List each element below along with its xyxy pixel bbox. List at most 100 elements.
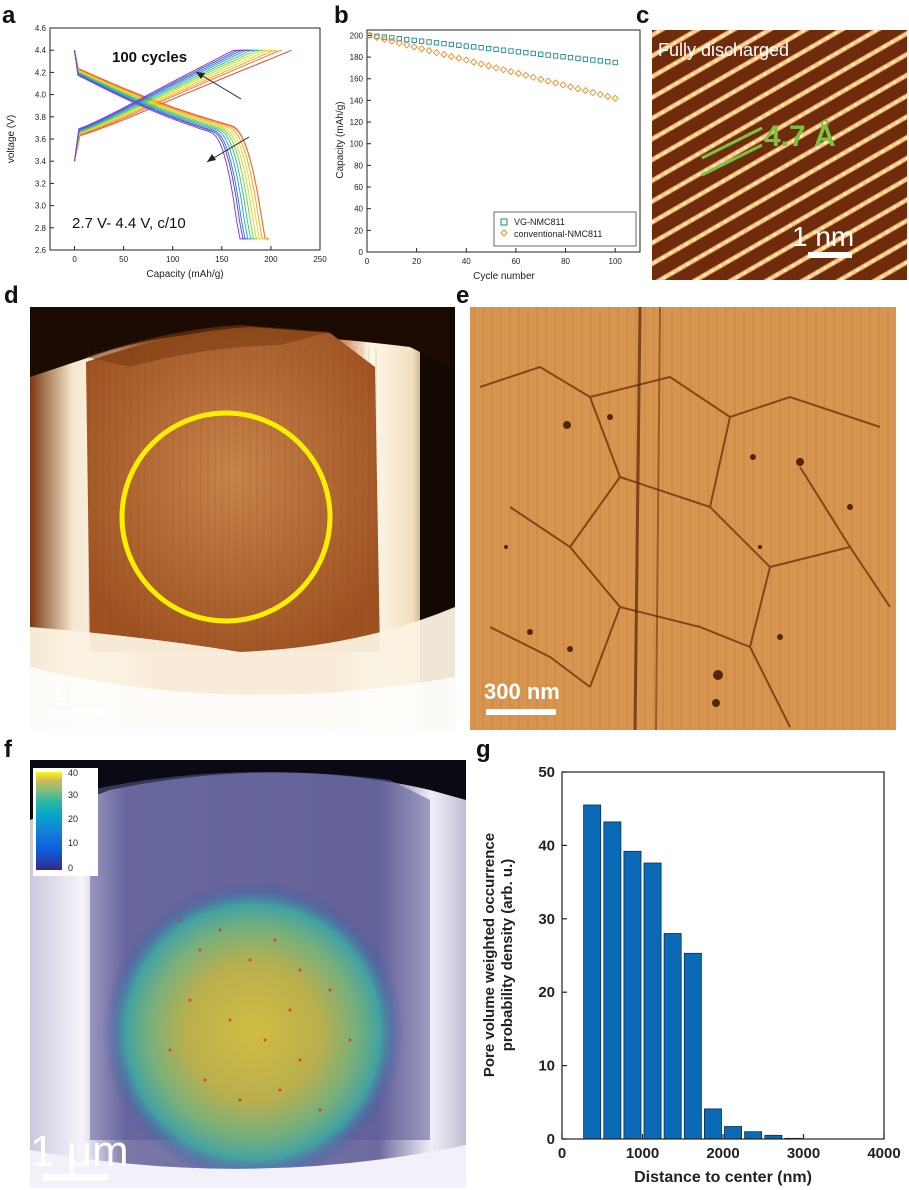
point-vg	[485, 45, 492, 52]
point-conventional	[462, 56, 470, 64]
point-conventional	[380, 35, 389, 43]
charge-curve-7	[74, 49, 260, 162]
x-tick-label-a: 200	[264, 255, 278, 264]
colorbar-tick-40: 40	[68, 768, 78, 778]
x-tick-label-g: 2000	[706, 1145, 739, 1162]
point-vg	[530, 50, 536, 57]
particle-top-shadow-d	[86, 325, 330, 367]
panel-label-b: b	[334, 2, 349, 29]
discharge-curve-1	[74, 50, 269, 240]
charge-curve-5	[74, 49, 267, 162]
panel-label-a: a	[2, 2, 16, 29]
charge-curve-8	[74, 49, 256, 162]
point-vg	[552, 53, 559, 59]
panel-label-c: c	[636, 2, 650, 29]
x-tick-label-a: 50	[119, 255, 128, 264]
panel-label-g: g	[476, 736, 491, 763]
legend-b: VG-NMC811 conventional-NMC811	[493, 211, 637, 247]
point-vg	[605, 59, 611, 65]
x-tick-label-b: 20	[412, 257, 421, 266]
legend-label-vg: VG-NMC811	[514, 217, 565, 227]
bar-1875	[703, 1108, 722, 1140]
colorbar-tick-30: 30	[68, 790, 78, 800]
chart-b: 0 20 40 60 80 100020406080100120140160180200 …	[335, 29, 641, 282]
x-axis-label-g: Distance to center (nm)	[634, 1169, 812, 1186]
scalebar-label-d: 1 μm	[52, 679, 101, 704]
y-tick-label-b: 100	[350, 140, 364, 149]
point-vg	[478, 45, 484, 51]
charge-curve-11	[74, 49, 247, 162]
point-vg	[366, 32, 373, 39]
y-axis-label-b: Capacity (mAh/g)	[335, 101, 346, 178]
legend-marker-vg	[500, 218, 508, 226]
y-tick-label-b: 180	[350, 53, 364, 62]
lattice-image-c: Fully discharged 4.7 Å 1 nm	[652, 30, 907, 280]
x-tick-label-g: 4000	[867, 1145, 900, 1162]
y-tick-label-b: 140	[350, 96, 364, 105]
lattice-marker-line-1	[701, 126, 763, 160]
point-conventional	[551, 79, 560, 87]
sem-top-dark-d	[30, 307, 450, 377]
point-conventional	[559, 81, 567, 89]
pores-e	[504, 414, 853, 707]
point-vg	[545, 52, 551, 58]
y-tick-label-g: 30	[538, 911, 555, 928]
density-heatmap-f	[103, 882, 403, 1182]
y-tick-label-g: 40	[538, 837, 555, 854]
x-tick-label-a: 250	[313, 255, 327, 264]
point-vg	[612, 59, 618, 66]
x-tick-label-g: 1000	[626, 1145, 659, 1162]
y-tick-label-g: 0	[547, 1131, 555, 1148]
discharge-curve-5	[74, 50, 261, 240]
scalebar-f	[42, 1174, 108, 1181]
overlay-bottom-bright-f	[30, 1145, 466, 1188]
charge-curve-9	[74, 49, 253, 162]
x-tick-label-b: 40	[462, 257, 471, 266]
y-tick-label-b: 160	[350, 75, 364, 84]
point-conventional	[447, 52, 456, 60]
point-conventional	[589, 88, 597, 97]
point-vg	[575, 55, 581, 62]
discharge-curve-9	[74, 50, 249, 240]
point-conventional	[410, 43, 418, 51]
discharge-curve-7	[74, 50, 255, 240]
lattice-fringes	[652, 30, 907, 280]
y-axis-label-g-line1: Pore volume weighted occurrence	[481, 833, 498, 1077]
x-tick-label-g: 0	[558, 1145, 566, 1162]
y-tick-label-g: 20	[538, 984, 555, 1001]
bar-1125	[643, 862, 662, 1140]
discharge-curve-4	[74, 50, 264, 240]
y-tick-label-a: 3.6	[35, 135, 47, 144]
milling-stripes-e	[470, 307, 896, 730]
y-tick-label-a: 2.6	[35, 246, 47, 255]
y-tick-label-b: 20	[354, 226, 363, 235]
panel-label-f: f	[4, 736, 12, 763]
point-conventional	[425, 47, 433, 55]
region-of-interest-circle	[119, 410, 333, 624]
sem-image-e: 300 nm	[470, 307, 896, 730]
y-tick-label-b: 0	[359, 248, 364, 257]
annotation-conditions: 2.7 V- 4.4 V, c/10	[72, 215, 186, 232]
bar-1625	[683, 952, 702, 1140]
point-vg	[567, 54, 574, 61]
point-conventional	[507, 67, 515, 76]
point-conventional	[440, 50, 448, 59]
y-tick-label-a: 4.4	[35, 46, 47, 55]
y-tick-label-a: 2.8	[35, 224, 47, 233]
point-vg	[508, 48, 514, 54]
bar-875	[623, 850, 642, 1140]
point-conventional	[417, 45, 426, 53]
x-tick-label-a: 100	[166, 255, 180, 264]
point-vg	[560, 54, 566, 60]
y-axis-label-a: voltage (V)	[6, 115, 17, 163]
point-vg	[396, 36, 402, 42]
point-vg	[381, 34, 388, 40]
y-axis-label-g-line2: probability density (arb. u.)	[499, 859, 516, 1052]
scalebar-c	[808, 252, 852, 258]
point-conventional	[574, 85, 582, 93]
y-tick-label-b: 200	[350, 31, 364, 40]
pore-markers-f	[168, 918, 352, 1112]
charge-curve-1	[74, 49, 292, 162]
density-overlay-image-f: 40 30 20 10 0 1 μm	[30, 760, 466, 1188]
bar-2125	[724, 1126, 743, 1140]
